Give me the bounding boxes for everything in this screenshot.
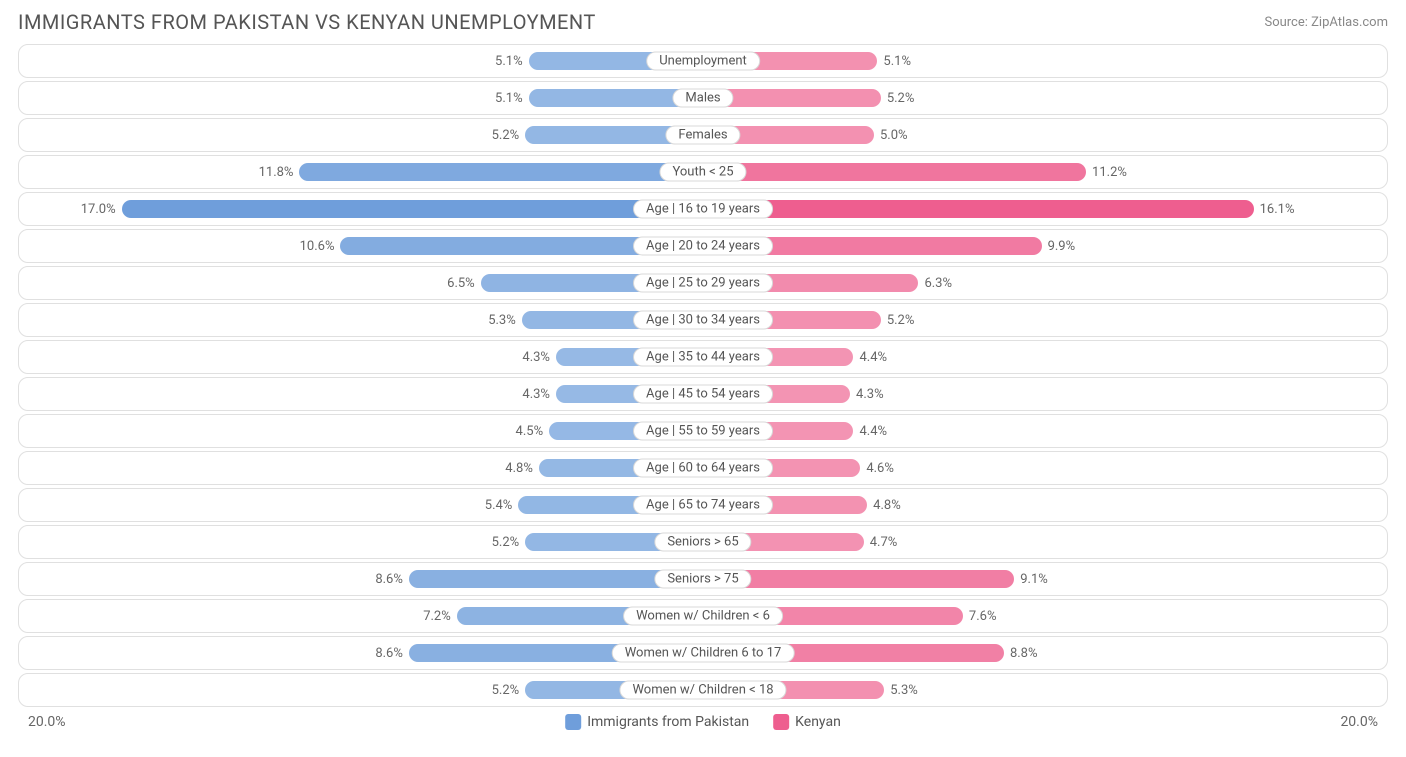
left-value-label: 6.5% xyxy=(441,276,481,291)
left-value-label: 7.2% xyxy=(417,609,457,624)
right-value-label: 4.7% xyxy=(864,535,904,550)
left-value-label: 17.0% xyxy=(75,202,122,217)
category-label: Age | 25 to 29 years xyxy=(633,274,773,293)
left-value-label: 4.5% xyxy=(510,424,550,439)
chart-row: 7.2% 7.6% Women w/ Children < 6 xyxy=(18,599,1388,633)
chart-row: 17.0% 16.1% Age | 16 to 19 years xyxy=(18,192,1388,226)
right-value-label: 4.4% xyxy=(853,424,893,439)
right-value-label: 16.1% xyxy=(1254,202,1301,217)
chart-row: 8.6% 8.8% Women w/ Children 6 to 17 xyxy=(18,636,1388,670)
right-value-label: 5.2% xyxy=(881,313,921,328)
chart-row: 4.3% 4.3% Age | 45 to 54 years xyxy=(18,377,1388,411)
right-value-label: 9.9% xyxy=(1042,239,1082,254)
right-value-label: 4.3% xyxy=(850,387,890,402)
category-label: Age | 30 to 34 years xyxy=(633,311,773,330)
category-label: Women w/ Children < 6 xyxy=(623,607,783,626)
legend-item: Immigrants from Pakistan xyxy=(565,714,749,730)
left-value-label: 4.8% xyxy=(499,461,539,476)
category-label: Males xyxy=(672,89,733,108)
chart-row: 8.6% 9.1% Seniors > 75 xyxy=(18,562,1388,596)
left-value-label: 4.3% xyxy=(516,387,556,402)
right-value-label: 6.3% xyxy=(918,276,958,291)
right-bar xyxy=(703,200,1254,218)
left-value-label: 5.4% xyxy=(479,498,519,513)
legend-swatch xyxy=(565,714,581,730)
chart-row: 11.8% 11.2% Youth < 25 xyxy=(18,155,1388,189)
left-value-label: 5.2% xyxy=(486,683,526,698)
left-bar xyxy=(122,200,703,218)
chart-header: IMMIGRANTS FROM PAKISTAN VS KENYAN UNEMP… xyxy=(0,0,1406,40)
category-label: Females xyxy=(665,126,740,145)
right-value-label: 5.3% xyxy=(884,683,924,698)
right-bar xyxy=(703,163,1086,181)
chart-row: 10.6% 9.9% Age | 20 to 24 years xyxy=(18,229,1388,263)
axis-label-right: 20.0% xyxy=(1340,714,1378,730)
right-value-label: 4.4% xyxy=(853,350,893,365)
right-value-label: 5.0% xyxy=(874,128,914,143)
left-value-label: 4.3% xyxy=(516,350,556,365)
axis-label-left: 20.0% xyxy=(28,714,66,730)
right-value-label: 5.1% xyxy=(877,54,917,69)
category-label: Age | 55 to 59 years xyxy=(633,422,773,441)
right-value-label: 11.2% xyxy=(1086,165,1133,180)
category-label: Unemployment xyxy=(646,52,760,71)
chart-row: 5.2% 5.0% Females xyxy=(18,118,1388,152)
chart-source: Source: ZipAtlas.com xyxy=(1264,15,1388,30)
right-value-label: 4.8% xyxy=(867,498,907,513)
legend-label: Kenyan xyxy=(795,714,841,730)
left-value-label: 5.1% xyxy=(489,91,529,106)
right-value-label: 8.8% xyxy=(1004,646,1044,661)
right-value-label: 4.6% xyxy=(860,461,900,476)
chart-footer: 20.0% Immigrants from Pakistan Kenyan 20.… xyxy=(0,710,1406,740)
chart-title: IMMIGRANTS FROM PAKISTAN VS KENYAN UNEMP… xyxy=(18,10,596,34)
chart-row: 5.2% 5.3% Women w/ Children < 18 xyxy=(18,673,1388,707)
category-label: Age | 16 to 19 years xyxy=(633,200,773,219)
category-label: Age | 45 to 54 years xyxy=(633,385,773,404)
left-bar xyxy=(299,163,703,181)
category-label: Age | 65 to 74 years xyxy=(633,496,773,515)
chart-row: 4.8% 4.6% Age | 60 to 64 years xyxy=(18,451,1388,485)
right-value-label: 9.1% xyxy=(1014,572,1054,587)
right-value-label: 7.6% xyxy=(963,609,1003,624)
left-value-label: 5.2% xyxy=(486,535,526,550)
category-label: Age | 35 to 44 years xyxy=(633,348,773,367)
category-label: Seniors > 75 xyxy=(654,570,751,589)
left-value-label: 11.8% xyxy=(253,165,300,180)
legend-label: Immigrants from Pakistan xyxy=(587,714,749,730)
left-value-label: 5.1% xyxy=(489,54,529,69)
chart-area: 5.1% 5.1% Unemployment 5.1% 5.2% Males 5.2% 5.0… xyxy=(0,40,1406,707)
legend: Immigrants from Pakistan Kenyan xyxy=(565,714,841,730)
chart-row: 5.1% 5.2% Males xyxy=(18,81,1388,115)
chart-row: 6.5% 6.3% Age | 25 to 29 years xyxy=(18,266,1388,300)
legend-swatch xyxy=(773,714,789,730)
category-label: Women w/ Children < 18 xyxy=(619,681,786,700)
chart-row: 5.1% 5.1% Unemployment xyxy=(18,44,1388,78)
chart-row: 5.4% 4.8% Age | 65 to 74 years xyxy=(18,488,1388,522)
category-label: Women w/ Children 6 to 17 xyxy=(612,644,795,663)
chart-row: 5.2% 4.7% Seniors > 65 xyxy=(18,525,1388,559)
left-value-label: 8.6% xyxy=(369,646,409,661)
category-label: Age | 20 to 24 years xyxy=(633,237,773,256)
left-value-label: 5.2% xyxy=(486,128,526,143)
chart-row: 5.3% 5.2% Age | 30 to 34 years xyxy=(18,303,1388,337)
left-value-label: 8.6% xyxy=(369,572,409,587)
chart-row: 4.3% 4.4% Age | 35 to 44 years xyxy=(18,340,1388,374)
category-label: Youth < 25 xyxy=(659,163,746,182)
left-value-label: 10.6% xyxy=(294,239,341,254)
chart-row: 4.5% 4.4% Age | 55 to 59 years xyxy=(18,414,1388,448)
legend-item: Kenyan xyxy=(773,714,841,730)
left-value-label: 5.3% xyxy=(482,313,522,328)
category-label: Seniors > 65 xyxy=(654,533,751,552)
category-label: Age | 60 to 64 years xyxy=(633,459,773,478)
right-value-label: 5.2% xyxy=(881,91,921,106)
